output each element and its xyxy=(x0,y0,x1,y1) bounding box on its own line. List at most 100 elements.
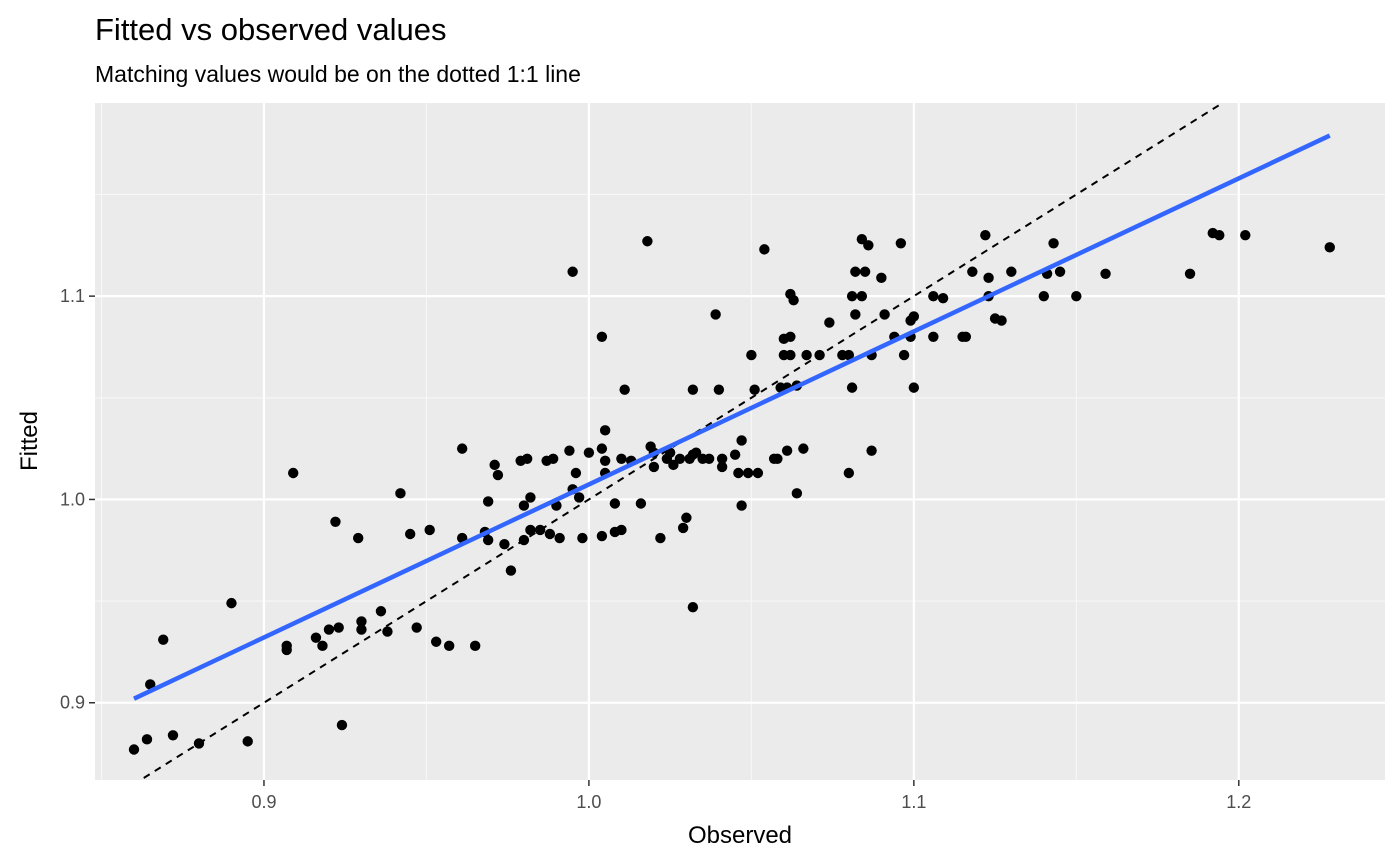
x-tick-label: 1.2 xyxy=(1226,792,1251,812)
data-point xyxy=(866,445,877,456)
data-point xyxy=(850,309,861,320)
data-point xyxy=(492,469,504,481)
y-axis-ticks: 0.9 1.0 1.1 xyxy=(60,286,95,713)
data-point xyxy=(1324,242,1335,253)
data-point xyxy=(145,679,156,690)
data-point xyxy=(749,384,760,395)
y-axis-title: Fitted xyxy=(16,411,43,471)
axes: 0.9 1.0 1.1 1.2 0.9 1.0 1.1 xyxy=(60,286,1251,812)
data-point xyxy=(801,349,812,361)
data-point xyxy=(876,272,887,284)
y-tick-label: 1.0 xyxy=(60,489,85,509)
data-point xyxy=(674,453,686,464)
minor-gridlines xyxy=(95,103,1385,780)
fit-line xyxy=(133,133,1331,701)
data-point xyxy=(1048,238,1059,249)
data-point xyxy=(772,453,783,464)
x-tick-label: 1.0 xyxy=(576,792,601,812)
data-point xyxy=(960,331,972,342)
data-point xyxy=(983,272,994,284)
data-point xyxy=(785,331,796,342)
data-point xyxy=(521,453,533,464)
data-point xyxy=(798,443,809,454)
data-point xyxy=(1214,229,1225,241)
data-point xyxy=(980,229,991,241)
data-point xyxy=(288,467,299,479)
data-point xyxy=(583,447,595,458)
plot-content xyxy=(128,103,1335,779)
data-point xyxy=(677,522,689,534)
data-point xyxy=(424,524,435,536)
data-point xyxy=(716,453,728,464)
data-point xyxy=(856,234,868,245)
data-point xyxy=(554,532,565,544)
data-point xyxy=(937,292,949,304)
data-point xyxy=(687,601,699,613)
data-point xyxy=(518,500,530,511)
data-point xyxy=(759,244,770,255)
data-point xyxy=(908,311,920,322)
data-point xyxy=(242,736,253,747)
data-point xyxy=(746,349,757,361)
data-point xyxy=(843,467,855,479)
data-point xyxy=(996,315,1007,326)
data-point xyxy=(668,459,679,471)
data-point xyxy=(850,266,861,277)
data-point xyxy=(729,449,741,460)
data-point xyxy=(141,734,153,745)
data-point xyxy=(317,640,328,652)
data-point xyxy=(616,453,627,464)
data-point xyxy=(687,384,699,395)
data-point xyxy=(742,467,754,479)
data-point xyxy=(596,331,608,342)
data-point xyxy=(635,498,647,509)
chart-title: Fitted vs observed values xyxy=(95,12,447,47)
data-point xyxy=(1054,266,1066,277)
data-point xyxy=(310,632,322,643)
data-point xyxy=(534,524,546,536)
data-point xyxy=(846,290,858,302)
data-point xyxy=(967,266,978,277)
data-point xyxy=(928,331,939,342)
data-point xyxy=(333,622,344,633)
data-point xyxy=(505,565,517,576)
data-point xyxy=(1100,268,1111,279)
data-point xyxy=(928,290,939,302)
y-tick-label: 0.9 xyxy=(60,693,85,713)
x-axis-ticks: 0.9 1.0 1.1 1.2 xyxy=(251,780,1251,812)
data-point xyxy=(443,640,455,652)
data-point xyxy=(353,532,364,544)
data-point xyxy=(655,532,666,544)
data-point xyxy=(788,295,799,306)
data-point xyxy=(898,349,910,361)
data-point xyxy=(411,622,422,633)
data-point xyxy=(713,384,725,395)
data-point xyxy=(616,524,627,536)
data-point xyxy=(226,597,237,609)
data-point xyxy=(681,512,692,523)
data-point xyxy=(1006,266,1017,277)
data-point xyxy=(752,467,764,479)
data-point xyxy=(642,236,653,247)
data-point xyxy=(375,606,387,617)
data-points xyxy=(128,227,1335,755)
data-point xyxy=(525,492,536,503)
data-point xyxy=(330,516,341,527)
data-point xyxy=(395,488,406,499)
data-point xyxy=(567,266,578,277)
data-point xyxy=(469,640,481,652)
data-point xyxy=(596,530,608,542)
data-point xyxy=(736,435,747,446)
data-point xyxy=(570,467,582,479)
x-axis-title: Observed xyxy=(688,822,792,849)
data-point xyxy=(843,349,855,361)
x-tick-label: 1.1 xyxy=(901,792,926,812)
data-point xyxy=(382,626,393,637)
data-point xyxy=(596,443,608,454)
major-gridlines xyxy=(95,103,1385,780)
data-point xyxy=(489,459,500,471)
data-point xyxy=(404,528,416,540)
data-point xyxy=(482,496,494,507)
